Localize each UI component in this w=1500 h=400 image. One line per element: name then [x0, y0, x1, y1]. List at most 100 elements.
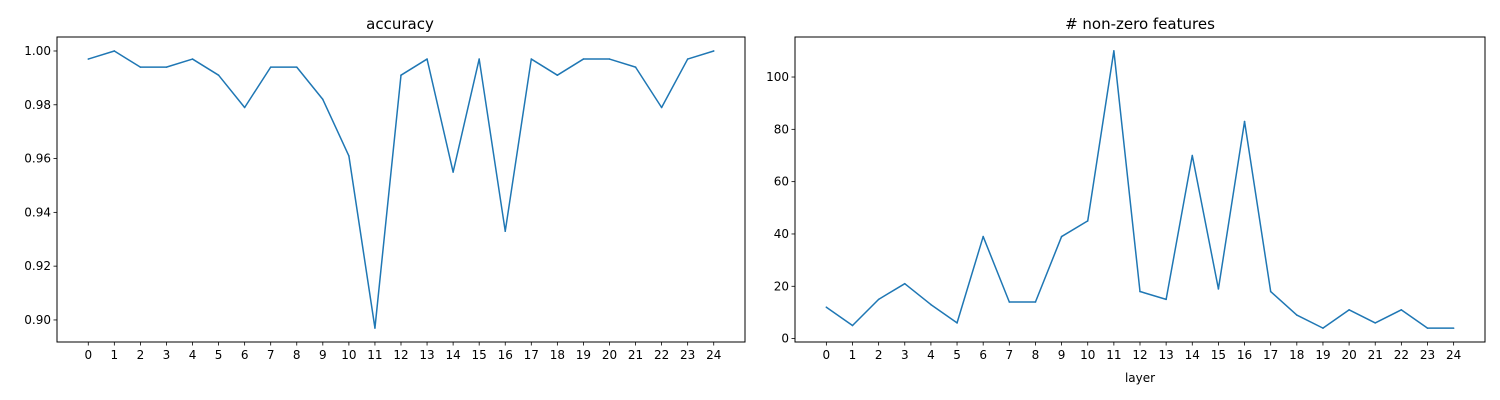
data-point	[87, 58, 90, 60]
x-tick-label: 22	[654, 348, 669, 362]
x-tick-label: 12	[1132, 348, 1147, 362]
x-axis: 0 1 2 3 4 5 6 7 8 9 10 11 12 13 14 15 16 17 18 19 20 21 22 23 24	[823, 342, 1461, 362]
x-tick-label: 20	[1341, 348, 1356, 362]
data-point	[1060, 235, 1063, 238]
data-point	[1086, 220, 1089, 222]
y-axis: 0.90 0.92 0.94 0.96 0.98 1.00	[24, 44, 57, 327]
x-tick-label: 8	[1032, 348, 1040, 362]
x-tick-label: 4	[189, 348, 197, 362]
x-tick-label: 21	[1368, 348, 1383, 362]
data-point	[452, 171, 454, 173]
data-point	[956, 322, 958, 324]
data-point	[504, 230, 507, 232]
x-tick-label: 15	[472, 348, 487, 362]
data-point	[1217, 288, 1220, 290]
data-point	[269, 66, 272, 68]
x-tick-label: 0	[84, 348, 92, 362]
y-tick-label: 0.90	[24, 313, 51, 327]
chart-title: accuracy	[366, 15, 434, 33]
data-point	[113, 50, 116, 52]
x-tick-label: 21	[628, 348, 643, 362]
x-tick-label: 18	[550, 348, 565, 362]
data-point	[243, 106, 246, 109]
data-point	[1191, 154, 1194, 157]
data-point	[582, 58, 585, 60]
data-point	[1426, 327, 1429, 329]
data-point	[851, 324, 854, 327]
data-point	[712, 50, 715, 52]
data-point	[686, 58, 689, 60]
x-tick-label: 12	[393, 348, 408, 362]
x-tick-label: 4	[927, 348, 935, 362]
x-tick-label: 20	[602, 348, 617, 362]
data-point	[1400, 309, 1403, 311]
x-tick-label: 19	[1315, 348, 1330, 362]
x-tick-label: 14	[1185, 348, 1200, 362]
x-tick-label: 16	[498, 348, 513, 362]
x-tick-label: 24	[1446, 348, 1461, 362]
x-tick-label: 2	[137, 348, 145, 362]
x-tick-label: 18	[1289, 348, 1304, 362]
data-point	[1296, 314, 1298, 316]
x-tick-label: 14	[445, 348, 460, 362]
x-tick-label: 23	[1420, 348, 1435, 362]
data-point	[1034, 301, 1037, 303]
data-point	[1139, 290, 1141, 293]
data-point	[556, 74, 559, 76]
x-tick-label: 1	[849, 348, 857, 362]
data-point	[634, 66, 637, 68]
x-tick-label: 9	[1058, 348, 1066, 362]
data-point	[1452, 327, 1455, 329]
y-tick-label: 80	[774, 122, 789, 136]
data-point	[608, 58, 611, 60]
data-point	[1348, 309, 1350, 311]
x-tick-label: 8	[293, 348, 301, 362]
x-tick-label: 17	[524, 348, 539, 362]
x-tick-label: 10	[1080, 348, 1095, 362]
data-point	[139, 66, 142, 68]
x-tick-label: 16	[1237, 348, 1252, 362]
x-tick-label: 15	[1211, 348, 1226, 362]
y-tick-label: 0.96	[24, 152, 51, 166]
x-tick-label: 6	[979, 348, 987, 362]
data-point	[426, 58, 428, 60]
chart-title: # non-zero features	[1065, 15, 1215, 33]
data-point	[1322, 327, 1324, 329]
data-point	[530, 58, 533, 60]
y-tick-label: 0.94	[24, 205, 51, 219]
y-tick-label: 0.98	[24, 98, 51, 112]
data-point	[295, 66, 298, 68]
x-tick-label: 22	[1394, 348, 1409, 362]
data-point	[1374, 322, 1377, 324]
x-tick-label: 5	[215, 348, 223, 362]
data-point	[217, 74, 220, 76]
x-tick-label: 3	[163, 348, 171, 362]
data-point	[1113, 50, 1115, 52]
data-point	[982, 235, 984, 238]
y-tick-label: 40	[774, 227, 789, 241]
x-tick-label: 6	[241, 348, 249, 362]
x-tick-label: 17	[1263, 348, 1278, 362]
x-tick-label: 1	[111, 348, 119, 362]
y-tick-label: 1.00	[24, 44, 51, 58]
x-tick-label: 10	[341, 348, 356, 362]
data-point	[903, 282, 906, 285]
x-tick-label: 19	[576, 348, 591, 362]
y-axis: 0 20 40 60 80 100	[766, 70, 795, 346]
x-axis: 0 1 2 3 4 5 6 7 8 9 10 11 12 13 14 15 16 17 18 19 20 21 22 23 24	[84, 342, 721, 362]
x-tick-label: 5	[953, 348, 961, 362]
x-tick-label: 2	[875, 348, 883, 362]
data-point	[660, 106, 663, 109]
data-point	[825, 306, 828, 309]
data-point	[191, 58, 194, 60]
data-point	[1008, 301, 1011, 303]
x-tick-label: 11	[367, 348, 382, 362]
x-tick-label: 7	[267, 348, 275, 362]
data-point	[165, 66, 168, 68]
data-point	[348, 155, 350, 157]
y-tick-label: 100	[766, 70, 789, 84]
x-tick-label: 11	[1106, 348, 1121, 362]
